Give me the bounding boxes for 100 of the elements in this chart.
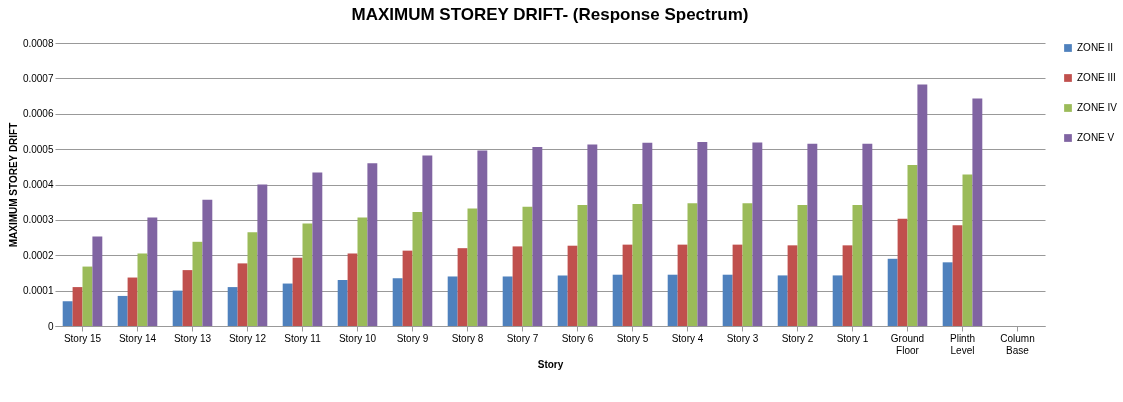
bar xyxy=(907,165,918,326)
x-tick-label: Story 2 xyxy=(781,332,814,344)
bar xyxy=(687,203,698,326)
bar xyxy=(237,263,248,326)
x-tick-label: Story 8 xyxy=(451,332,484,344)
bar xyxy=(642,142,653,326)
bar xyxy=(852,205,863,326)
bar xyxy=(337,280,348,326)
bar xyxy=(897,218,908,326)
x-tick-label: Story 11 xyxy=(284,332,322,344)
bar xyxy=(357,217,368,326)
bar xyxy=(367,163,378,326)
bar xyxy=(257,184,268,326)
bar xyxy=(532,147,543,326)
y-tick-label: 0.0008 xyxy=(22,37,54,49)
x-tick-label: Ground Floor xyxy=(890,332,925,356)
bar xyxy=(192,241,203,326)
bar xyxy=(972,98,983,326)
bar xyxy=(227,287,238,326)
bar xyxy=(72,287,83,326)
y-tick-label: 0 xyxy=(47,320,54,332)
bar xyxy=(917,84,928,326)
bar xyxy=(577,205,588,326)
bar xyxy=(862,143,873,326)
x-axis-title: Story xyxy=(537,358,564,370)
x-tick-label: Story 13 xyxy=(173,332,212,344)
bar xyxy=(677,244,688,326)
bar xyxy=(832,275,843,326)
bar xyxy=(62,301,73,326)
bar xyxy=(942,262,953,326)
legend-label: ZONE V xyxy=(1077,132,1115,143)
x-tick-label: Story 15 xyxy=(63,332,102,344)
legend-label: ZONE IV xyxy=(1077,102,1118,113)
bar xyxy=(127,277,138,326)
bar xyxy=(667,274,678,326)
bar xyxy=(457,248,468,326)
bar xyxy=(622,244,633,326)
x-tick-label: Story 5 xyxy=(616,332,649,344)
bar xyxy=(512,246,523,326)
bar xyxy=(587,144,598,326)
x-tick-label: Story 1 xyxy=(836,332,869,344)
x-tick-label: Story 9 xyxy=(396,332,429,344)
bar xyxy=(742,203,753,326)
bar xyxy=(347,253,358,326)
bar xyxy=(522,206,533,326)
bar xyxy=(292,257,303,326)
bar xyxy=(612,274,623,326)
bar xyxy=(137,253,148,326)
bar xyxy=(502,276,513,326)
y-tick-label: 0.0002 xyxy=(22,249,54,261)
bar xyxy=(282,283,293,326)
y-axis-title: MAXIMUM STOREY DRIFT xyxy=(7,122,19,248)
chart-title: MAXIMUM STOREY DRIFT- (Response Spectrum) xyxy=(351,5,749,24)
bar xyxy=(92,236,103,326)
bar xyxy=(777,275,788,326)
x-tick-label: Story 7 xyxy=(506,332,539,344)
x-tick-label: Story 3 xyxy=(726,332,759,344)
bar xyxy=(147,217,158,326)
bar xyxy=(557,275,568,326)
bar xyxy=(82,266,93,326)
bar xyxy=(447,276,458,326)
bar xyxy=(422,155,433,326)
x-tick-label: Story 6 xyxy=(561,332,594,344)
bar xyxy=(697,142,708,326)
y-tick-label: 0.0003 xyxy=(22,214,54,226)
bar xyxy=(412,212,423,326)
x-tick-label: Story 10 xyxy=(338,332,377,344)
bar xyxy=(887,258,898,326)
bar xyxy=(392,278,403,326)
bar xyxy=(202,199,213,326)
bar xyxy=(117,295,128,326)
bar xyxy=(182,270,193,326)
bar xyxy=(467,208,478,326)
bar xyxy=(787,245,798,326)
x-tick-label: Story 4 xyxy=(671,332,704,344)
x-tick-label: Story 12 xyxy=(228,332,267,344)
bar xyxy=(807,143,818,326)
bar xyxy=(567,245,578,326)
bar xyxy=(477,150,488,326)
bar xyxy=(632,203,643,326)
bar xyxy=(402,250,413,326)
x-tick-label: Story 14 xyxy=(118,332,157,344)
bar xyxy=(752,142,763,326)
bar xyxy=(962,174,973,326)
bar xyxy=(172,290,183,326)
bar xyxy=(797,205,808,326)
bar xyxy=(722,274,733,326)
y-tick-label: 0.0007 xyxy=(22,72,54,84)
legend-label: ZONE III xyxy=(1077,72,1116,83)
y-tick-label: 0.0004 xyxy=(22,179,54,190)
bar xyxy=(952,225,963,326)
y-tick-label: 0.0006 xyxy=(22,108,54,120)
x-tick-label: Plinth Level xyxy=(949,332,976,356)
bar xyxy=(842,245,853,326)
y-tick-label: 0.0001 xyxy=(22,285,54,297)
y-tick-label: 0.0005 xyxy=(22,143,54,155)
bar xyxy=(302,223,313,326)
legend-label: ZONE II xyxy=(1077,42,1114,53)
x-tick-label: Column Base xyxy=(1000,332,1035,356)
bar xyxy=(732,244,743,326)
